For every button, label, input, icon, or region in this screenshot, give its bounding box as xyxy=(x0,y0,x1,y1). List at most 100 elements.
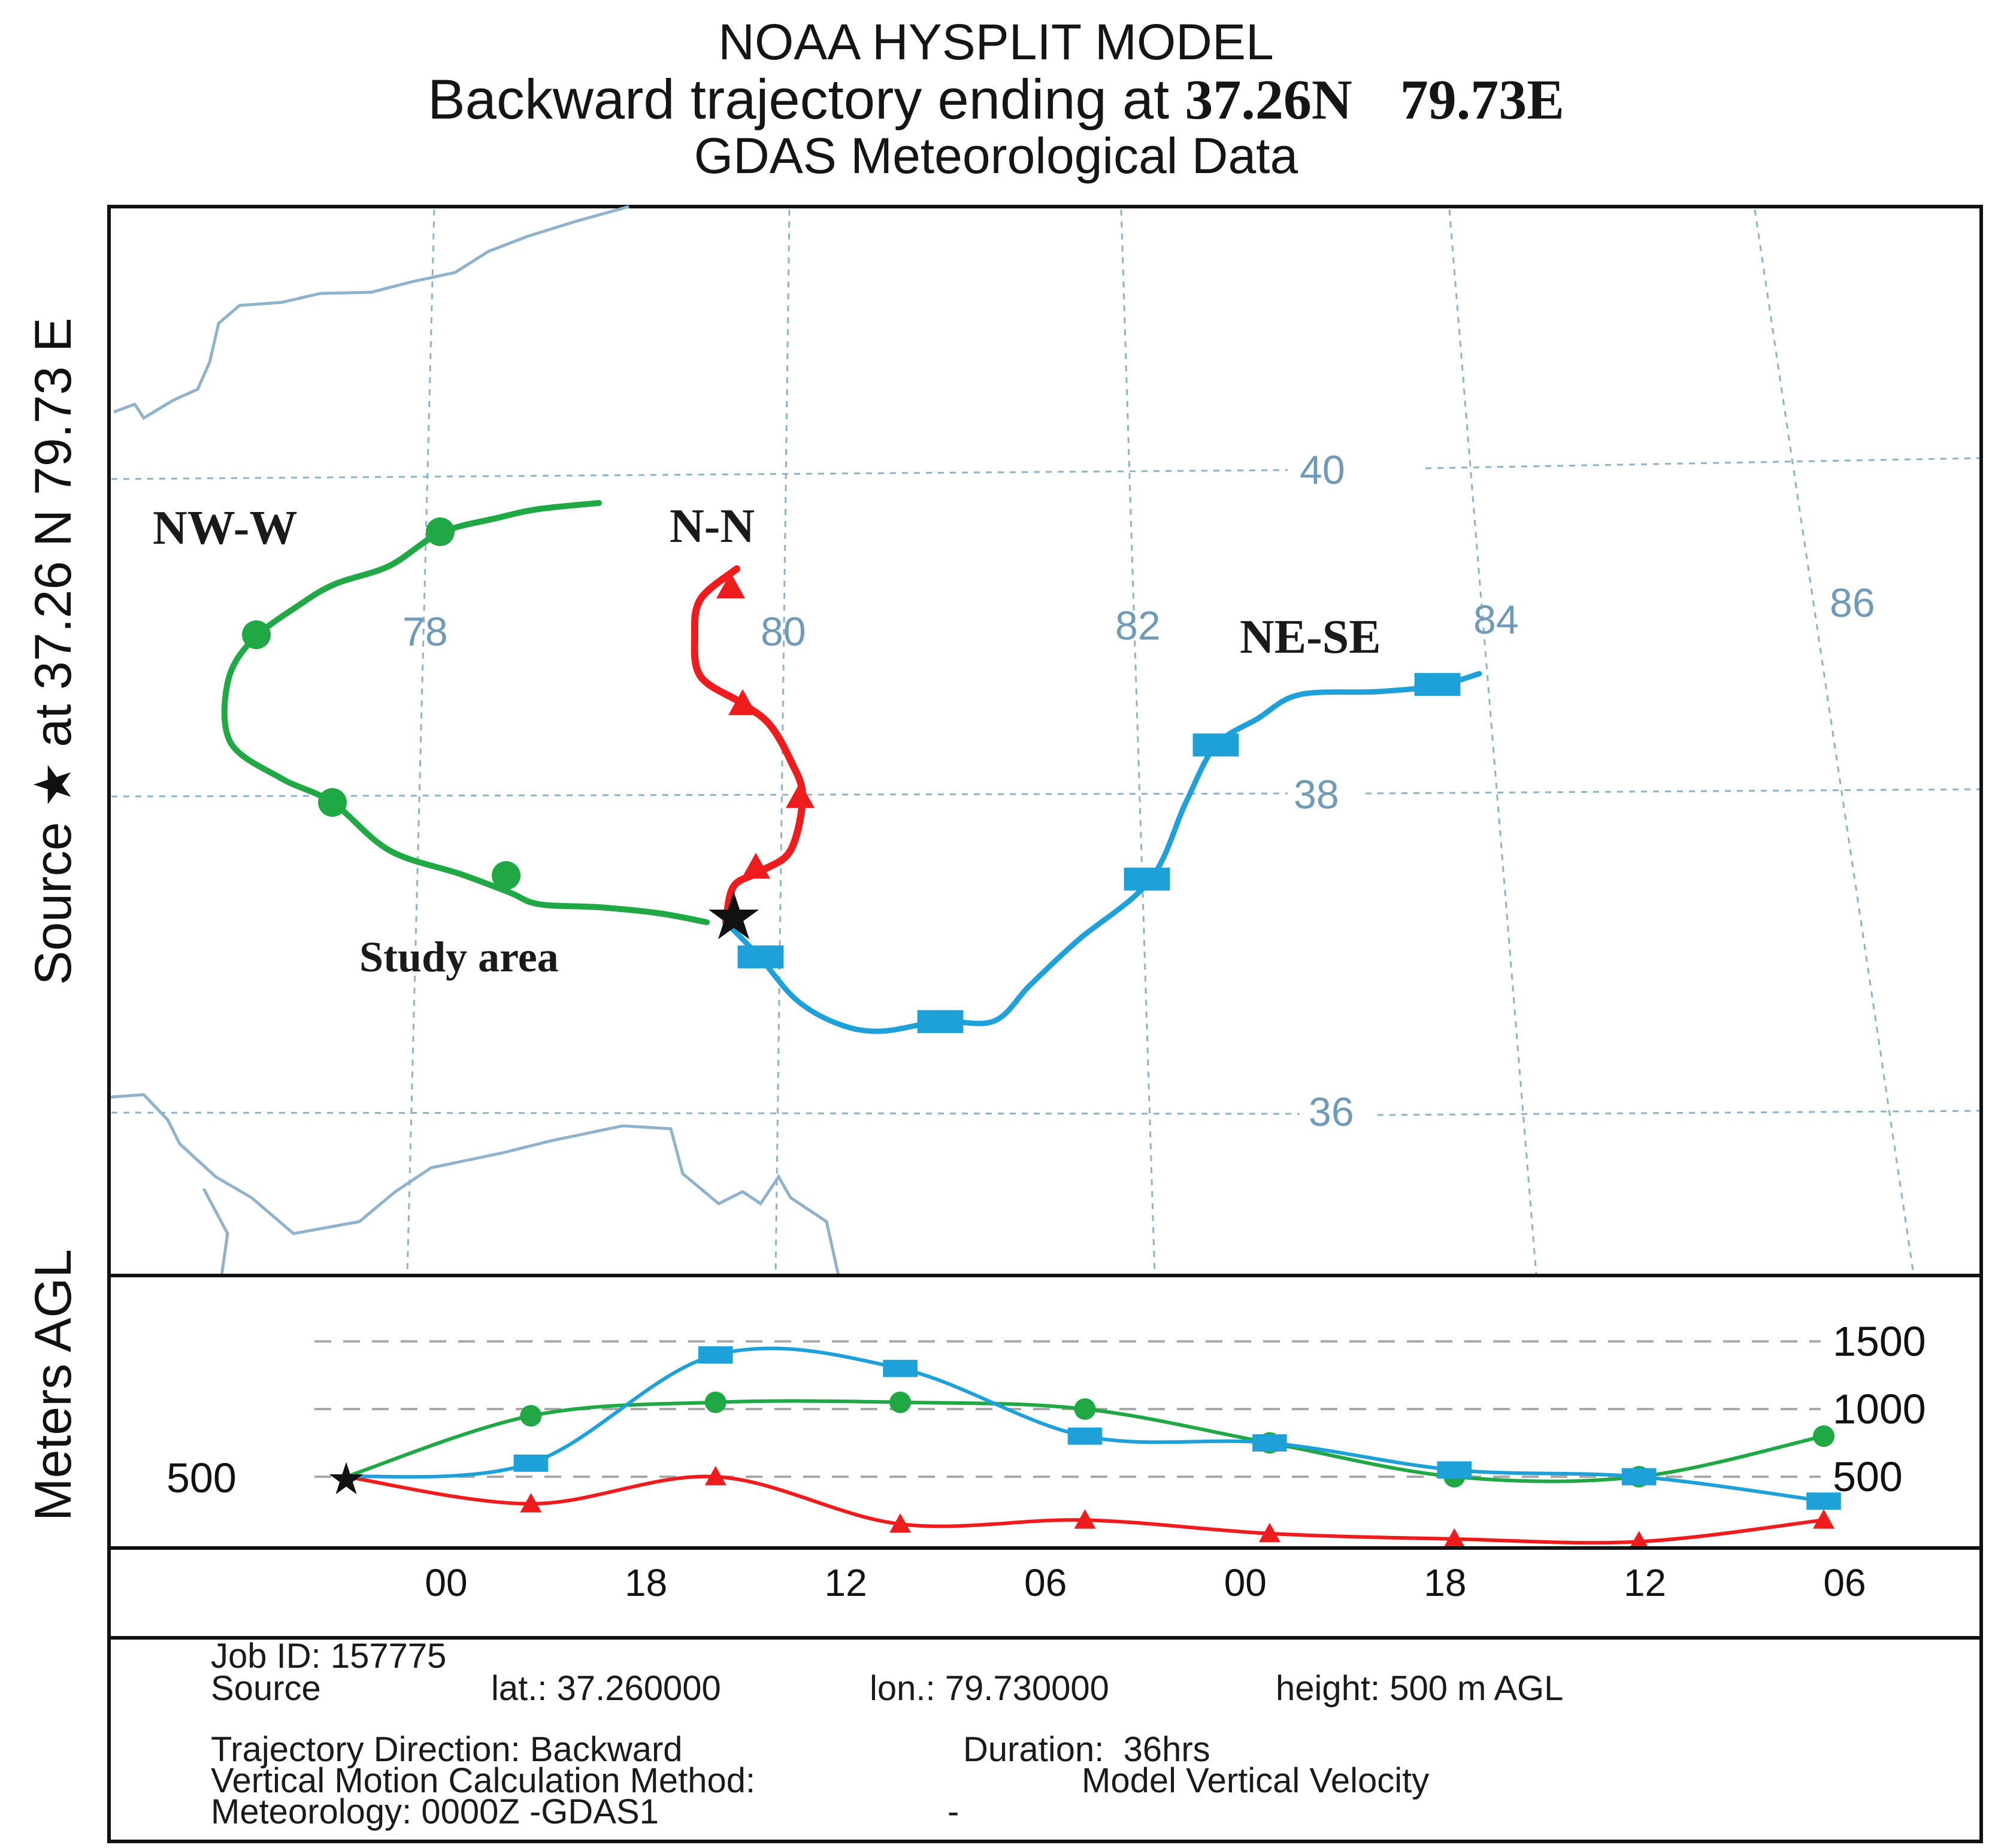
trajectory-labels: NW-W N-N NE-SE Study area xyxy=(153,500,1381,981)
height-point-ne-se xyxy=(1806,1492,1841,1510)
height-point-n-n xyxy=(704,1466,726,1486)
duration: Duration: 36hrs xyxy=(963,1730,1210,1769)
job-id: Job ID: 157775 xyxy=(211,1637,447,1676)
height-point-nw-w xyxy=(1813,1425,1834,1447)
height-point-ne-se xyxy=(1252,1434,1287,1452)
height-point-nw-w xyxy=(520,1405,542,1427)
lon-label-82: 82 xyxy=(1115,603,1161,649)
lon-label-78: 78 xyxy=(402,609,448,655)
time-tick-label: 18 xyxy=(625,1561,667,1604)
source-location-label: Source ★ at 37.26 N 79.73 E xyxy=(25,317,82,985)
height-point-n-n xyxy=(1074,1509,1096,1529)
time-tick-label: 12 xyxy=(825,1561,867,1604)
source-lon: lon.: 79.730000 xyxy=(870,1669,1109,1708)
y-axis-label: Meters AGL xyxy=(25,1249,82,1521)
height-series xyxy=(346,1346,1841,1550)
height-point-n-n xyxy=(520,1493,542,1513)
map-frame xyxy=(107,205,1983,1277)
height-source-star-icon: ★ xyxy=(326,1454,366,1504)
trajectory-ne-se-marker xyxy=(917,1010,964,1034)
trajectory-n-n-marker xyxy=(741,853,770,879)
coastline-north xyxy=(113,205,629,420)
lon-line-82 xyxy=(1120,209,1156,1275)
map-panel: 78 80 82 84 86 40 38 36 ★ NW-W N-N NE-SE… xyxy=(107,205,1983,1277)
label-nw-w: NW-W xyxy=(153,502,297,555)
border-south xyxy=(110,1093,840,1276)
trajectory-ne-se xyxy=(723,671,1482,1034)
height-point-n-n xyxy=(1258,1522,1280,1543)
y-tick-500: 500 xyxy=(1833,1453,1903,1500)
study-area-star-icon: ★ xyxy=(704,880,764,953)
lat-label-38: 38 xyxy=(1294,772,1339,817)
height-point-ne-se xyxy=(698,1346,733,1364)
trajectory-n-n-marker xyxy=(728,689,757,716)
height-point-n-n xyxy=(1443,1528,1466,1548)
chart-data-source: GDAS Meteorological Data xyxy=(694,128,1298,184)
trajectory-nw-w-marker xyxy=(318,788,347,817)
border-south-branch xyxy=(202,1187,229,1276)
time-tick-label: 06 xyxy=(1024,1561,1067,1604)
trajectory-nw-w-marker xyxy=(492,861,520,890)
height-panel-frame xyxy=(107,1274,1983,1550)
height-point-n-n xyxy=(1628,1531,1650,1550)
info-panel-frame xyxy=(107,1636,1983,1843)
trajectory-ne-se-marker xyxy=(1124,867,1170,891)
subtitle-prefix: Backward trajectory ending at xyxy=(427,68,1185,131)
trajectory-nw-w-marker xyxy=(242,620,271,649)
source-lat: lat.: 37.260000 xyxy=(491,1669,721,1708)
label-ne-se: NE-SE xyxy=(1240,611,1381,664)
source-label: Source xyxy=(211,1669,321,1708)
height-point-nw-w xyxy=(1074,1398,1096,1420)
height-point-nw-w xyxy=(704,1391,726,1413)
time-tick-label: 00 xyxy=(425,1561,467,1604)
source-height-label: 500 xyxy=(166,1455,237,1501)
subtitle-lat: 37.26N xyxy=(1185,69,1352,131)
height-point-ne-se xyxy=(1437,1461,1472,1479)
chart-subtitle: Backward trajectory ending at 37.26N 79.7… xyxy=(0,67,1992,132)
lon-line-78 xyxy=(406,209,435,1275)
lat-line-36 xyxy=(111,1110,1980,1116)
height-point-nw-w xyxy=(889,1391,912,1413)
y-tick-1500: 1500 xyxy=(1833,1318,1926,1365)
lat-line-40 xyxy=(111,457,1980,480)
subtitle-lon: 79.73E xyxy=(1400,69,1564,131)
lon-label-86: 86 xyxy=(1830,580,1875,626)
source-height: height: 500 m AGL xyxy=(1276,1669,1564,1708)
height-tick-labels: 1500 1000 500 500 xyxy=(166,1318,1926,1501)
lat-label-36: 36 xyxy=(1309,1089,1354,1135)
trajectory-n-n-marker xyxy=(786,782,815,808)
trajectory-ne-se-marker xyxy=(1414,672,1461,696)
lon-line-84 xyxy=(1448,209,1537,1275)
lon-label-80: 80 xyxy=(761,609,806,655)
vertical-motion-value: Model Vertical Velocity xyxy=(1082,1761,1430,1800)
height-panel: 1500 1000 500 500 ★ xyxy=(107,1274,1983,1550)
height-point-ne-se xyxy=(883,1359,918,1377)
time-tick-label: 12 xyxy=(1624,1561,1666,1604)
time-tick-label: 06 xyxy=(1823,1561,1866,1604)
trajectory-n-n-marker xyxy=(716,572,745,599)
label-study-area: Study area xyxy=(359,933,559,981)
lat-label-40: 40 xyxy=(1300,447,1345,493)
time-axis-frame xyxy=(107,1546,1983,1640)
meteorology: Meteorology: 0000Z -GDAS1 xyxy=(211,1792,659,1831)
time-tick-labels: 00 18 12 06 00 18 12 06 xyxy=(425,1561,1866,1604)
trajectories xyxy=(221,500,1482,1034)
y-tick-1000: 1000 xyxy=(1833,1386,1926,1432)
trajectory-ne-se-marker xyxy=(1192,733,1239,757)
grid-labels: 78 80 82 84 86 40 38 36 xyxy=(402,447,1875,1135)
trajectory-ne-se-marker xyxy=(737,945,784,969)
time-tick-label: 18 xyxy=(1424,1561,1466,1604)
trajectory-nw-w-marker xyxy=(426,517,455,546)
lat-line-38 xyxy=(111,788,1980,798)
height-point-n-n xyxy=(889,1513,912,1533)
time-tick-label: 00 xyxy=(1224,1561,1267,1604)
height-point-ne-se xyxy=(1067,1427,1103,1445)
height-point-ne-se xyxy=(513,1455,549,1472)
time-axis-panel: 00 18 12 06 00 18 12 06 xyxy=(107,1546,1983,1640)
vertical-motion-label: Vertical Motion Calculation Method: xyxy=(211,1761,756,1800)
height-point-ne-se xyxy=(1621,1468,1657,1486)
chart-title: NOAA HYSPLIT MODEL xyxy=(718,14,1274,70)
height-point-n-n xyxy=(1813,1509,1834,1529)
meteorology-tail: - xyxy=(947,1792,959,1831)
